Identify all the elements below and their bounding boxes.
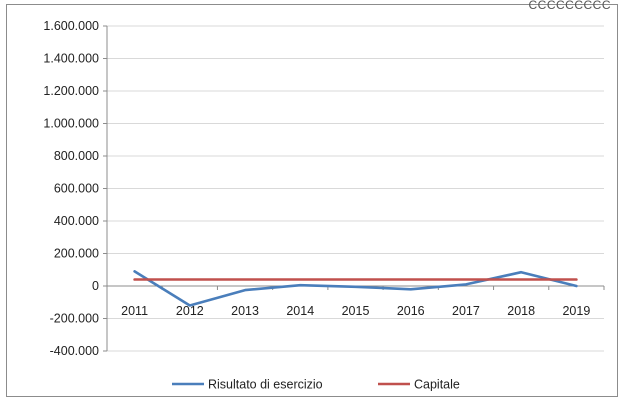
y-tick-label: 600.000 bbox=[54, 182, 99, 196]
x-tick-label: 2014 bbox=[286, 304, 314, 318]
x-tick-label: 2016 bbox=[397, 304, 425, 318]
x-tick-label: 2017 bbox=[452, 304, 480, 318]
x-tick-label: 2011 bbox=[121, 304, 148, 318]
y-tick-label: 1.200.000 bbox=[43, 84, 99, 98]
y-tick-label: 400.000 bbox=[54, 214, 99, 228]
x-tick-label: 2013 bbox=[231, 304, 259, 318]
y-tick-label: 200.000 bbox=[54, 247, 99, 261]
x-tick-label: 2018 bbox=[507, 304, 535, 318]
y-tick-label: 1.000.000 bbox=[43, 117, 99, 131]
legend-label-risultato: Risultato di esercizio bbox=[208, 378, 323, 392]
series-line-risultato bbox=[133, 270, 578, 307]
y-tick-label: 1.600.000 bbox=[43, 19, 99, 33]
y-tick-label: 0 bbox=[92, 279, 99, 293]
x-tick-label: 2012 bbox=[176, 304, 204, 318]
corner-text: CCCCCCCCC bbox=[528, 0, 611, 12]
y-tick-label: -400.000 bbox=[50, 344, 99, 358]
x-tick-label: 2019 bbox=[562, 304, 590, 318]
x-tick-label: 2015 bbox=[342, 304, 370, 318]
y-tick-label: -200.000 bbox=[50, 312, 99, 326]
y-tick-label: 1.400.000 bbox=[43, 52, 99, 66]
legend-label-capitale: Capitale bbox=[414, 378, 460, 392]
chart-frame: CCCCCCCCC bbox=[6, 0, 618, 397]
y-tick-label: 800.000 bbox=[54, 149, 99, 163]
